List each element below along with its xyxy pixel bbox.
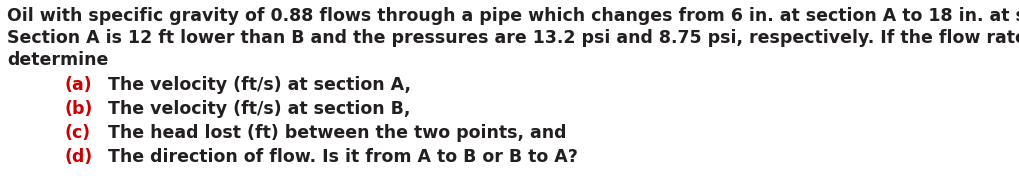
Text: The velocity (ft/s) at section B,: The velocity (ft/s) at section B, [108, 100, 410, 118]
Text: The head lost (ft) between the two points, and: The head lost (ft) between the two point… [108, 124, 566, 142]
Text: (a): (a) [65, 76, 93, 94]
Text: (b): (b) [65, 100, 94, 118]
Text: The direction of flow. Is it from A to B or B to A?: The direction of flow. Is it from A to B… [108, 148, 578, 166]
Text: The velocity (ft/s) at section A,: The velocity (ft/s) at section A, [108, 76, 411, 94]
Text: Oil with specific gravity of 0.88 flows through a pipe which changes from 6 in. : Oil with specific gravity of 0.88 flows … [7, 7, 1019, 25]
Text: (d): (d) [65, 148, 93, 166]
Text: (c): (c) [65, 124, 91, 142]
Text: Section A is 12 ft lower than B and the pressures are 13.2 psi and 8.75 psi, res: Section A is 12 ft lower than B and the … [7, 29, 1019, 47]
Text: determine: determine [7, 51, 108, 69]
